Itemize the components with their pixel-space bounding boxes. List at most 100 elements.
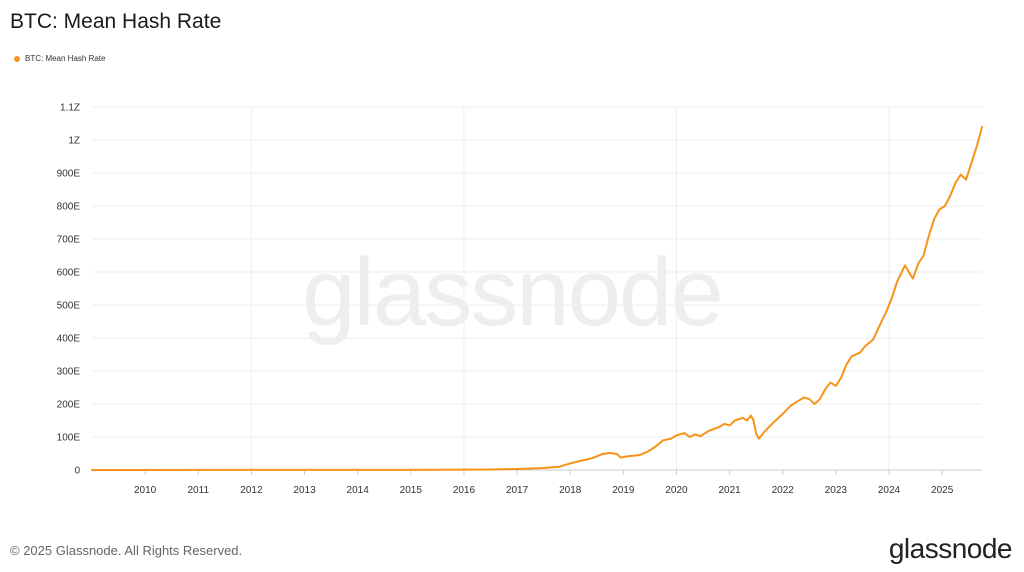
- data-point: [758, 438, 760, 440]
- data-point: [912, 278, 914, 280]
- legend-dot-icon: [14, 55, 20, 62]
- data-point: [976, 146, 978, 148]
- data-point: [601, 453, 603, 455]
- data-point: [689, 436, 691, 438]
- y-tick-label: 100E: [57, 433, 81, 444]
- glassnode-logo: glassnode: [888, 533, 1013, 564]
- data-point: [516, 468, 518, 470]
- watermark-text: glassnode: [302, 239, 722, 346]
- data-point: [763, 431, 765, 433]
- data-point: [746, 419, 748, 422]
- data-point: [904, 264, 906, 266]
- data-point: [707, 430, 709, 432]
- data-point: [543, 467, 545, 469]
- data-point: [877, 327, 879, 329]
- data-point: [670, 438, 672, 440]
- data-point: [891, 297, 893, 299]
- data-point: [803, 396, 805, 398]
- y-tick-label: 400E: [57, 334, 81, 345]
- data-point: [750, 414, 752, 417]
- data-point: [742, 417, 744, 419]
- data-point: [944, 205, 946, 207]
- x-tick-label: 2022: [772, 485, 795, 496]
- x-tick-label: 2023: [825, 485, 848, 496]
- y-tick-label: 500E: [57, 301, 81, 312]
- data-point: [654, 446, 656, 448]
- data-point: [646, 451, 648, 453]
- data-point: [922, 254, 925, 257]
- data-point: [840, 377, 842, 379]
- data-point: [933, 218, 935, 220]
- data-point: [729, 424, 731, 427]
- data-point: [590, 457, 593, 460]
- y-tick-label: 700E: [57, 235, 81, 246]
- series-line[interactable]: [91, 125, 983, 471]
- x-tick-label: 2025: [931, 485, 954, 496]
- data-point: [808, 398, 810, 400]
- data-point: [917, 263, 919, 265]
- data-point: [628, 455, 630, 457]
- data-point: [755, 433, 757, 435]
- data-point: [790, 405, 792, 407]
- copyright-text: © 2025 Glassnode. All Rights Reserved.: [10, 543, 243, 558]
- y-tick-label: 1Z: [68, 136, 80, 147]
- data-point: [410, 469, 412, 471]
- data-point: [752, 419, 755, 422]
- series-layer: [91, 125, 983, 471]
- axis-layer: 0 100E 200E 300E 400E 500E 600E 700E 800E 900E 1Z 1…: [57, 103, 982, 496]
- y-tick-label: 900E: [57, 169, 81, 180]
- data-point: [463, 469, 465, 471]
- data-point: [694, 433, 696, 435]
- data-point: [699, 435, 701, 437]
- legend-label: BTC: Mean Hash Rate: [25, 54, 106, 63]
- x-tick-label: 2017: [506, 485, 529, 496]
- data-point: [662, 439, 664, 441]
- y-tick-label: 800E: [57, 202, 81, 213]
- y-tick-label: 0: [74, 466, 80, 477]
- x-tick-label: 2021: [718, 485, 741, 496]
- data-point: [824, 388, 826, 390]
- x-tick-label: 2013: [293, 485, 316, 496]
- data-point: [638, 454, 640, 456]
- y-tick-label: 200E: [57, 400, 81, 411]
- data-point: [569, 462, 571, 464]
- data-point: [970, 162, 972, 164]
- data-point: [819, 398, 821, 400]
- data-point: [954, 182, 957, 184]
- data-point: [829, 381, 832, 384]
- data-point: [814, 403, 816, 405]
- data-point: [771, 423, 773, 425]
- data-point: [872, 339, 874, 341]
- x-tick-label: 2010: [134, 485, 157, 496]
- data-point: [928, 235, 930, 237]
- chart-title: BTC: Mean Hash Rate: [10, 10, 222, 33]
- legend[interactable]: BTC: Mean Hash Rate: [14, 54, 105, 63]
- data-point: [938, 208, 941, 210]
- data-point: [851, 355, 853, 357]
- data-point: [949, 195, 951, 197]
- data-point: [864, 345, 866, 347]
- x-tick-label: 2019: [612, 485, 635, 496]
- data-point: [859, 352, 861, 354]
- y-tick-label: 1.1Z: [60, 103, 80, 114]
- data-point: [609, 452, 611, 454]
- data-point: [734, 419, 736, 422]
- data-point: [965, 179, 967, 181]
- data-point: [908, 272, 910, 274]
- x-tick-label: 2014: [347, 485, 370, 496]
- y-tick-label: 600E: [57, 268, 81, 279]
- x-tick-label: 2024: [878, 485, 901, 496]
- data-point: [558, 466, 561, 468]
- y-tick-label: 300E: [57, 367, 81, 378]
- data-point: [580, 460, 582, 462]
- data-point: [896, 281, 898, 283]
- data-point: [885, 311, 887, 313]
- data-point: [489, 468, 492, 471]
- data-point: [718, 426, 720, 428]
- data-point: [675, 434, 678, 436]
- data-point: [683, 432, 686, 434]
- data-point: [782, 413, 784, 415]
- x-tick-label: 2011: [188, 485, 210, 496]
- data-point: [91, 469, 93, 471]
